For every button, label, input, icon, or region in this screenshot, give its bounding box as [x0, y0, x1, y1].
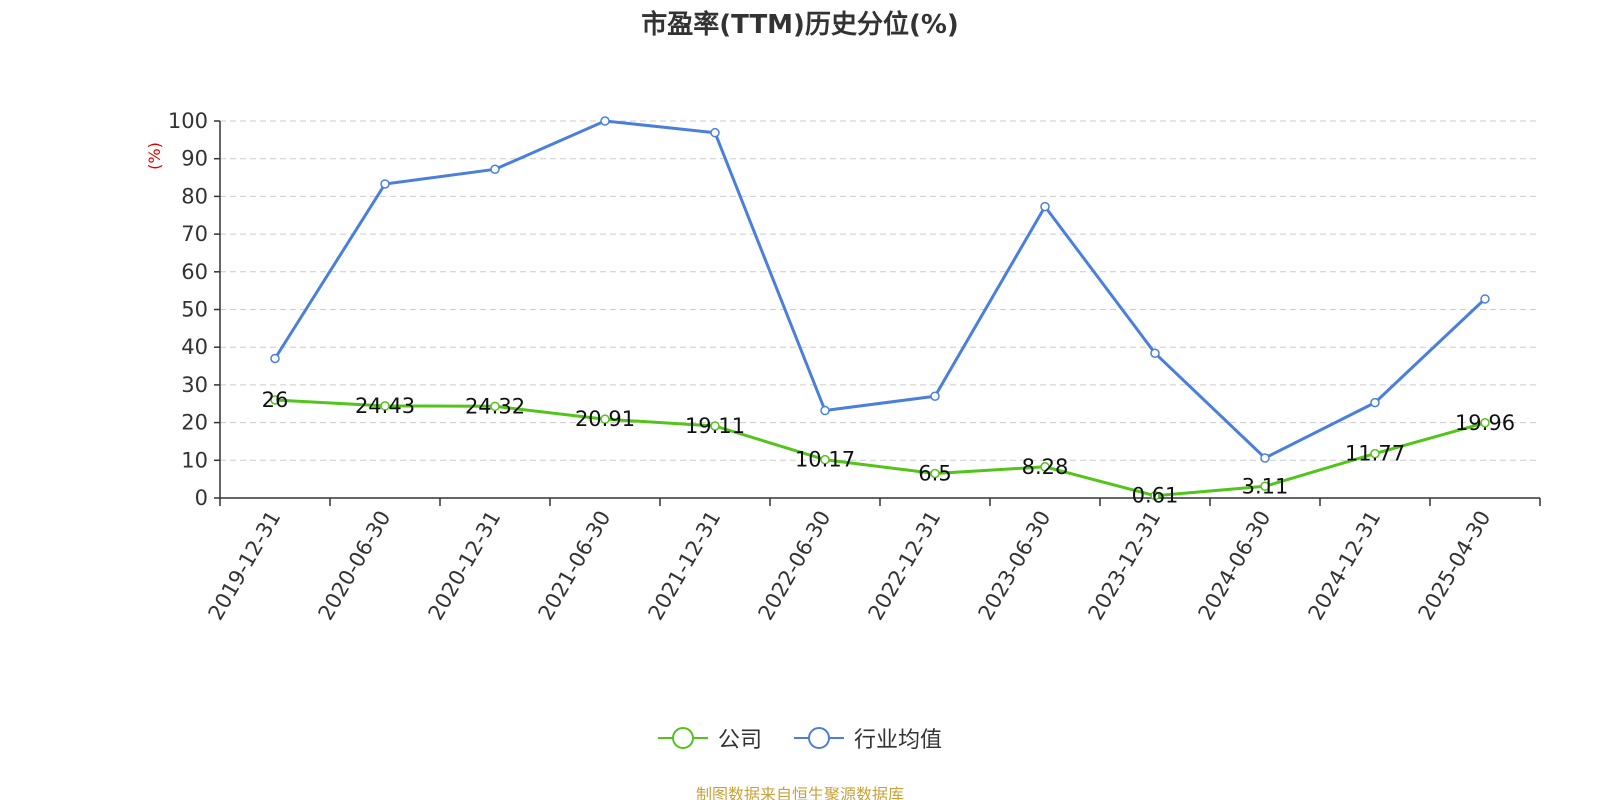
- y-tick-label: 90: [181, 147, 208, 171]
- data-point-company[interactable]: [710, 421, 720, 431]
- data-label-company: 24.43: [355, 394, 415, 418]
- data-point-company[interactable]: [1370, 448, 1380, 459]
- x-tick-label: 2024-06-30: [1194, 507, 1276, 625]
- series-line-company: [273, 398, 1487, 498]
- data-points: [270, 116, 1490, 501]
- data-point-company[interactable]: [600, 414, 610, 424]
- legend-label-industry: 行业均值: [854, 728, 943, 753]
- data-point-industry[interactable]: [270, 353, 280, 364]
- data-point-company[interactable]: [490, 401, 500, 412]
- data-label-company: 20.91: [575, 407, 635, 431]
- legend-industry-line-icon: [794, 727, 844, 749]
- data-point-industry[interactable]: [1480, 294, 1490, 304]
- series-lines: [273, 119, 1487, 498]
- source-note: 制图数据来自恒生聚源数据库: [695, 785, 904, 800]
- axes: 0 10 20 30 40 50 60 70 80 90 100 2019-12-31 2020-06-…: [145, 109, 1541, 625]
- data-point-company[interactable]: [930, 468, 940, 479]
- legend: 公司 行业均值: [0, 718, 1600, 758]
- data-point-industry[interactable]: [1370, 397, 1380, 408]
- y-tick-label: 0: [195, 486, 208, 510]
- data-point-industry[interactable]: [1150, 348, 1160, 358]
- series-line-industry: [273, 119, 1487, 460]
- y-tick-label: 20: [181, 411, 208, 435]
- data-point-industry[interactable]: [490, 164, 500, 175]
- data-label-company: 24.32: [465, 394, 525, 418]
- data-label-company: 6.5: [918, 461, 951, 485]
- data-point-company[interactable]: [820, 454, 830, 465]
- data-label-company: 11.77: [1345, 442, 1405, 466]
- x-tick-label: 2022-12-31: [864, 507, 946, 625]
- x-tick-label: 2023-12-31: [1084, 507, 1166, 625]
- y-tick-label: 60: [181, 260, 208, 284]
- y-tick-label: 10: [181, 448, 208, 472]
- y-tick-label: 30: [181, 373, 208, 397]
- data-point-industry[interactable]: [710, 127, 720, 138]
- x-tick-label: 2021-06-30: [534, 507, 616, 625]
- data-label-company: 8.28: [1022, 455, 1069, 479]
- x-tick-label: 2023-06-30: [974, 507, 1056, 625]
- data-point-company[interactable]: [270, 395, 280, 405]
- data-label-company: 0.61: [1132, 484, 1179, 508]
- legend-item-company[interactable]: 公司: [657, 722, 762, 754]
- chart-title: 市盈率(TTM)历史分位(%): [641, 10, 959, 40]
- data-point-industry[interactable]: [1260, 453, 1270, 463]
- y-axis-title: (%): [145, 142, 164, 170]
- legend-company-line-icon: [657, 727, 708, 749]
- data-point-company[interactable]: [380, 401, 390, 411]
- data-point-company[interactable]: [1260, 481, 1270, 492]
- data-point-company[interactable]: [1150, 490, 1160, 501]
- data-point-industry[interactable]: [820, 405, 830, 416]
- data-labels: 26 24.43 24.32 20.91 19.11 10.17 6.5 8.28 0.61 3.…: [262, 388, 1515, 508]
- data-label-company: 19.96: [1455, 411, 1515, 435]
- y-tick-label: 80: [181, 184, 208, 208]
- x-tick-label: 2020-12-31: [424, 507, 506, 625]
- x-tick-label: 2025-04-30: [1414, 507, 1496, 625]
- grid-lines: [220, 120, 1540, 461]
- data-label-company: 3.11: [1242, 474, 1289, 498]
- data-label-company: 19.11: [685, 414, 745, 438]
- x-tick-label: 2019-12-31: [204, 507, 286, 625]
- data-point-industry[interactable]: [930, 391, 940, 401]
- x-tick-label: 2021-12-31: [644, 507, 726, 625]
- x-tick-label: 2024-12-31: [1304, 507, 1386, 625]
- x-tick-label: 2022-06-30: [754, 507, 836, 625]
- y-tick-label: 40: [181, 335, 208, 359]
- legend-item-industry[interactable]: 行业均值: [794, 722, 942, 754]
- y-tick-label: 70: [181, 222, 208, 246]
- data-point-industry[interactable]: [380, 179, 390, 189]
- x-tick-label: 2020-06-30: [314, 507, 396, 625]
- legend-label-company: 公司: [717, 728, 762, 753]
- y-tick-label: 50: [181, 298, 208, 322]
- data-point-company[interactable]: [1040, 462, 1050, 472]
- y-tick-label: 100: [168, 109, 208, 133]
- data-point-industry[interactable]: [600, 116, 610, 126]
- data-point-industry[interactable]: [1040, 201, 1050, 212]
- data-point-company[interactable]: [1480, 418, 1490, 428]
- data-label-company: 26: [262, 388, 289, 412]
- data-label-company: 10.17: [795, 448, 855, 472]
